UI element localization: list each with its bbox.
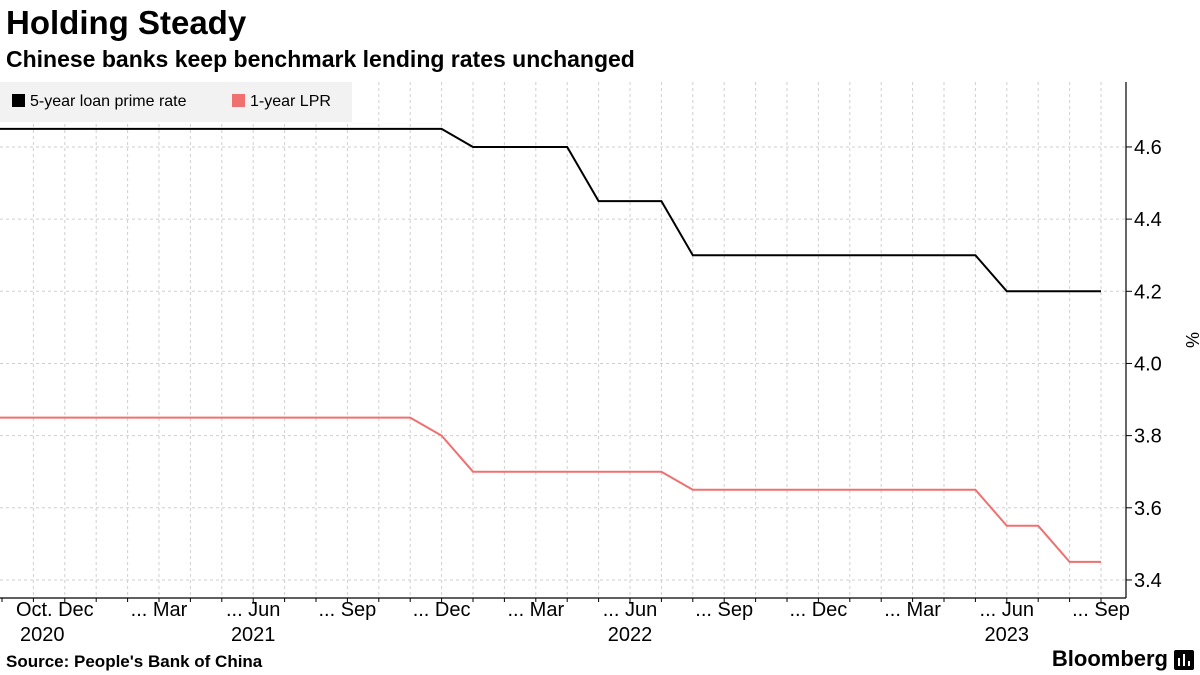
y-tick-label: 3.8 [1134, 426, 1162, 448]
gridlines [0, 82, 1126, 598]
x-tick-label: ... Dec [36, 599, 94, 621]
legend-swatch-one-year [232, 94, 245, 107]
x-tick-label: ... Sep [695, 599, 753, 621]
legend-label-five-year: 5-year loan prime rate [30, 93, 187, 110]
y-axis-unit-label: % [1182, 332, 1200, 348]
source-note: Source: People's Bank of China [6, 652, 263, 671]
x-year-label: 2021 [231, 624, 276, 646]
x-tick-label: ... Mar [131, 599, 188, 621]
x-tick-label: ... Sep [1072, 599, 1130, 621]
axes: 3.4 3.6 3.8 4.0 4.2 4.4 4.6% Oct 2020 ... Dec ... … [0, 82, 1200, 646]
series-line-five-year-lpr [0, 127, 1101, 293]
y-tick-label: 3.6 [1134, 498, 1162, 520]
x-year-label: 2023 [985, 624, 1030, 646]
x-tick-label: ... Dec [790, 599, 848, 621]
y-tick-label: 4.0 [1134, 353, 1162, 375]
y-tick-label: 4.6 [1134, 137, 1162, 159]
x-tick-label: ... Mar [507, 599, 564, 621]
bloomberg-logo: Bloomberg [1051, 646, 1168, 671]
y-tick-label: 4.2 [1134, 281, 1162, 303]
legend: 5-year loan prime rate 1-year LPR [0, 82, 352, 122]
series-lines [0, 127, 1101, 563]
legend-swatch-five-year [12, 94, 25, 107]
chart-title: Holding Steady [6, 4, 247, 41]
x-tick-label: ... Dec [413, 599, 471, 621]
x-year-label: 2022 [608, 624, 653, 646]
legend-item-one-year: 1-year LPR [232, 92, 331, 112]
chart-subtitle: Chinese banks keep benchmark lending rat… [6, 46, 635, 72]
x-tick-label: ... Jun [226, 599, 280, 621]
bloomberg-chart-icon [1174, 650, 1194, 670]
y-tick-label: 3.4 [1134, 570, 1162, 592]
y-tick-label: 4.4 [1134, 209, 1162, 231]
series-line-one-year-lpr [0, 416, 1101, 563]
x-tick-label: ... Jun [980, 599, 1034, 621]
x-tick-label: ... Sep [318, 599, 376, 621]
x-tick-label: Oct [16, 599, 48, 621]
x-tick-label: ... Jun [603, 599, 657, 621]
legend-label-one-year: 1-year LPR [250, 93, 331, 110]
x-tick-label: ... Mar [884, 599, 941, 621]
x-year-label: 2020 [20, 624, 65, 646]
legend-item-five-year: 5-year loan prime rate [12, 92, 187, 112]
